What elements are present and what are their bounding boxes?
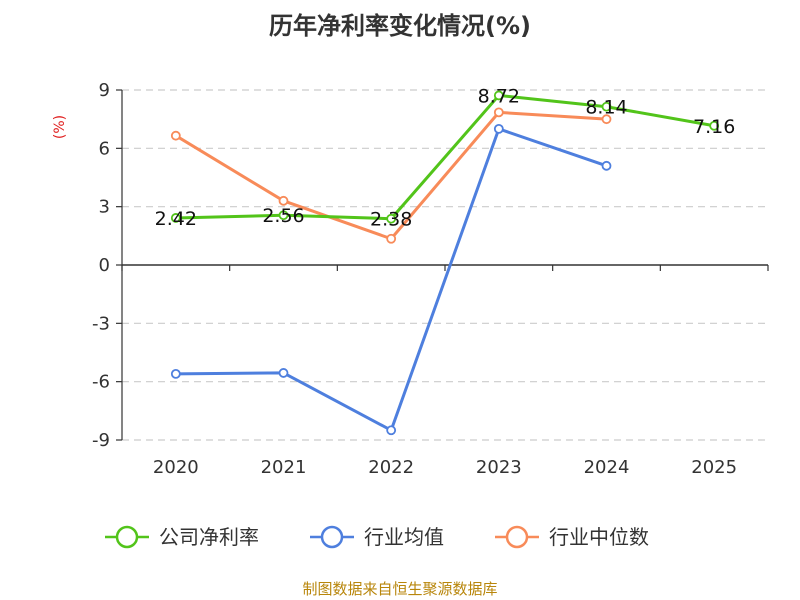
y-tick-label: 3 [99, 197, 110, 218]
legend-item[interactable]: 行业均值 [310, 525, 444, 549]
x-tick-label: 2023 [476, 457, 522, 478]
data-point[interactable] [493, 90, 504, 101]
axes: 9 6 3 0 -3 -6 -9 2020 2021 2022 2023 2024 2025 [92, 80, 769, 478]
y-tick-label: 0 [99, 255, 110, 276]
data-point[interactable] [278, 195, 289, 206]
data-point[interactable] [170, 130, 181, 141]
legend-label: 行业中位数 [549, 525, 649, 549]
legend-item[interactable]: 行业中位数 [495, 525, 649, 549]
x-tick-label: 2025 [691, 457, 737, 478]
data-label: 2.38 [370, 209, 412, 231]
legend-item[interactable]: 公司净利率 [105, 525, 259, 549]
legend-label: 行业均值 [364, 525, 444, 549]
data-point[interactable] [709, 120, 720, 131]
data-point[interactable] [278, 368, 289, 378]
data-point[interactable] [493, 107, 504, 118]
legend-marker-swatch [115, 525, 139, 549]
data-label: 2.56 [262, 205, 304, 227]
chart-title: 历年净利率变化情况(%) [269, 12, 531, 40]
x-tick-label: 2021 [261, 457, 307, 478]
data-point[interactable] [170, 368, 181, 379]
source-note: 制图数据来自恒生聚源数据库 [302, 580, 497, 598]
data-point[interactable] [493, 123, 504, 134]
x-tick-label: 2024 [584, 457, 630, 478]
data-point[interactable] [278, 210, 289, 221]
data-labels: 2.42 2.56 2.38 8.72 8.14 7.16 [155, 85, 736, 230]
series-line [174, 93, 716, 221]
legend-marker-swatch [320, 525, 344, 549]
data-point[interactable] [601, 160, 612, 171]
series-lines [170, 90, 720, 436]
data-point[interactable] [601, 101, 612, 112]
data-point[interactable] [170, 213, 181, 223]
data-point[interactable] [386, 425, 397, 436]
y-axis-unit-label: (%) [52, 115, 68, 139]
legend-marker-swatch [505, 525, 529, 549]
data-point[interactable] [386, 213, 397, 224]
data-point[interactable] [386, 233, 397, 244]
y-tick-label: -6 [92, 372, 110, 393]
y-tick-label: 9 [99, 80, 110, 101]
y-tick-label: -9 [92, 430, 110, 451]
data-label: 8.72 [478, 85, 520, 107]
data-point[interactable] [601, 114, 612, 125]
x-tick-label: 2020 [153, 457, 199, 478]
data-label: 2.42 [155, 208, 197, 230]
data-label: 8.14 [585, 97, 627, 119]
legend-label: 公司净利率 [159, 525, 259, 549]
legend[interactable]: 公司净利率 行业均值 行业中位数 [105, 525, 649, 549]
y-tick-label: 6 [99, 138, 110, 159]
x-tick-label: 2022 [368, 457, 414, 478]
y-tick-label: -3 [92, 313, 110, 334]
data-label: 7.16 [693, 116, 735, 138]
